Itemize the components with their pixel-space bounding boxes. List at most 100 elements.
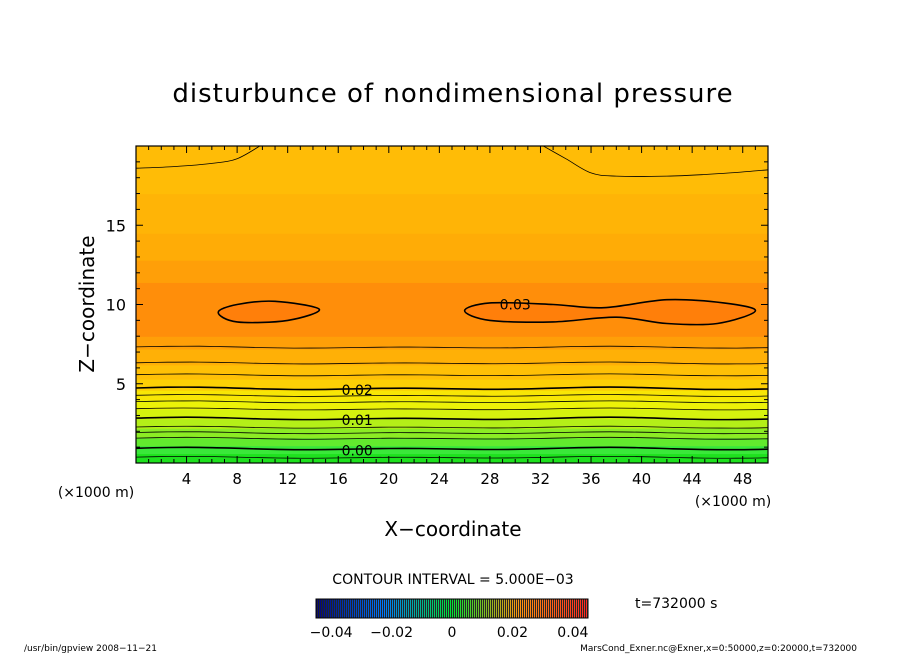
colorbar-segment-gap: [393, 599, 394, 618]
colorbar-segment: [444, 599, 446, 618]
colorbar-segment-gap: [411, 599, 412, 618]
colorbar-segment: [404, 599, 406, 618]
colorbar-segment: [334, 599, 336, 618]
colorbar-segment: [566, 599, 568, 618]
colorbar-segment-gap: [551, 599, 552, 618]
colorbar-segment: [330, 599, 332, 618]
colorbar-segment: [372, 599, 374, 618]
colorbar-segment: [490, 599, 492, 618]
colorbar-segment-gap: [377, 599, 378, 618]
colorbar-segment-gap: [425, 599, 426, 618]
colorbar-segment: [572, 599, 574, 618]
colorbar-segment: [570, 599, 572, 618]
colorbar-segment: [346, 599, 348, 618]
colorbar-segment-gap: [569, 599, 570, 618]
y-unit-label: (×1000 m): [58, 485, 134, 501]
colorbar-segment-gap: [533, 599, 534, 618]
colorbar-segment-gap: [585, 599, 586, 618]
colorbar-segment-gap: [381, 599, 382, 618]
colorbar-segment-gap: [391, 599, 392, 618]
colorbar-segment: [424, 599, 426, 618]
colorbar-segment-gap: [401, 599, 402, 618]
colorbar-segment: [564, 599, 566, 618]
colorbar-segment-gap: [525, 599, 526, 618]
contour-line: [136, 400, 768, 404]
colorbar-segment: [426, 599, 428, 618]
colorbar-segment-gap: [559, 599, 560, 618]
colorbar-segment-gap: [527, 599, 528, 618]
contour-label: 0.00: [342, 443, 373, 459]
colorbar-segment-gap: [497, 599, 498, 618]
colorbar-segment: [450, 599, 452, 618]
colorbar-segment: [394, 599, 396, 618]
colorbar-segment-gap: [437, 599, 438, 618]
contour-fill-bands: [136, 146, 768, 463]
colorbar-segment-gap: [553, 599, 554, 618]
colorbar-segment-gap: [387, 599, 388, 618]
colorbar-segment: [350, 599, 352, 618]
colorbar-segment: [484, 599, 486, 618]
colorbar-segment: [378, 599, 380, 618]
colorbar-segment-gap: [499, 599, 500, 618]
colorbar-segment: [530, 599, 532, 618]
colorbar-segment-gap: [403, 599, 404, 618]
colorbar-segment: [356, 599, 358, 618]
chart-title: disturbunce of nondimensional pressure: [172, 79, 733, 109]
colorbar-segment: [376, 599, 378, 618]
y-axis-ticks: 5 10 15: [106, 161, 768, 448]
colorbar-segment: [538, 599, 540, 618]
contour-band: [136, 146, 768, 195]
colorbar-segment: [542, 599, 544, 618]
colorbar-segment-gap: [573, 599, 574, 618]
colorbar-tick-label: 0: [448, 625, 457, 641]
contour-line: [136, 431, 768, 435]
colorbar-segment-gap: [343, 599, 344, 618]
colorbar-segment-gap: [385, 599, 386, 618]
colorbar-segment-gap: [327, 599, 328, 618]
x-tick-label: 36: [581, 470, 600, 488]
contour-line: [136, 373, 768, 377]
colorbar-segment: [402, 599, 404, 618]
colorbar-segment: [400, 599, 402, 618]
colorbar-segment-gap: [379, 599, 380, 618]
colorbar-tick-label: 0.02: [497, 625, 528, 641]
colorbar: [316, 599, 588, 618]
y-tick-label: 15: [106, 216, 126, 235]
colorbar-segment-gap: [361, 599, 362, 618]
colorbar-segment-gap: [469, 599, 470, 618]
colorbar-segment-gap: [493, 599, 494, 618]
x-tick-label: 32: [531, 470, 550, 488]
colorbar-segment: [554, 599, 556, 618]
colorbar-segment-gap: [581, 599, 582, 618]
colorbar-segment: [460, 599, 462, 618]
colorbar-segment-gap: [561, 599, 562, 618]
colorbar-segment: [420, 599, 422, 618]
x-tick-label: 16: [329, 470, 348, 488]
colorbar-segment: [430, 599, 432, 618]
colorbar-segment: [328, 599, 330, 618]
colorbar-segment-gap: [475, 599, 476, 618]
colorbar-segment-gap: [579, 599, 580, 618]
x-axis-label: X−coordinate: [384, 517, 521, 541]
colorbar-segment-gap: [433, 599, 434, 618]
colorbar-segment: [390, 599, 392, 618]
colorbar-segment-gap: [477, 599, 478, 618]
colorbar-segment-gap: [583, 599, 584, 618]
contour-line-major: [136, 446, 768, 451]
colorbar-segment-gap: [369, 599, 370, 618]
colorbar-segment-gap: [399, 599, 400, 618]
colorbar-segment-gap: [517, 599, 518, 618]
colorbar-segment-gap: [459, 599, 460, 618]
colorbar-segment-gap: [431, 599, 432, 618]
footer-left: /usr/bin/gpview 2008−11−21: [24, 644, 157, 654]
x-tick-label: 28: [480, 470, 499, 488]
colorbar-segment: [336, 599, 338, 618]
colorbar-segment-gap: [413, 599, 414, 618]
contour-band: [136, 260, 768, 283]
colorbar-segment: [532, 599, 534, 618]
colorbar-segment-gap: [549, 599, 550, 618]
colorbar-segment-gap: [519, 599, 520, 618]
colorbar-segment: [410, 599, 412, 618]
colorbar-segment: [502, 599, 504, 618]
colorbar-segment-gap: [439, 599, 440, 618]
